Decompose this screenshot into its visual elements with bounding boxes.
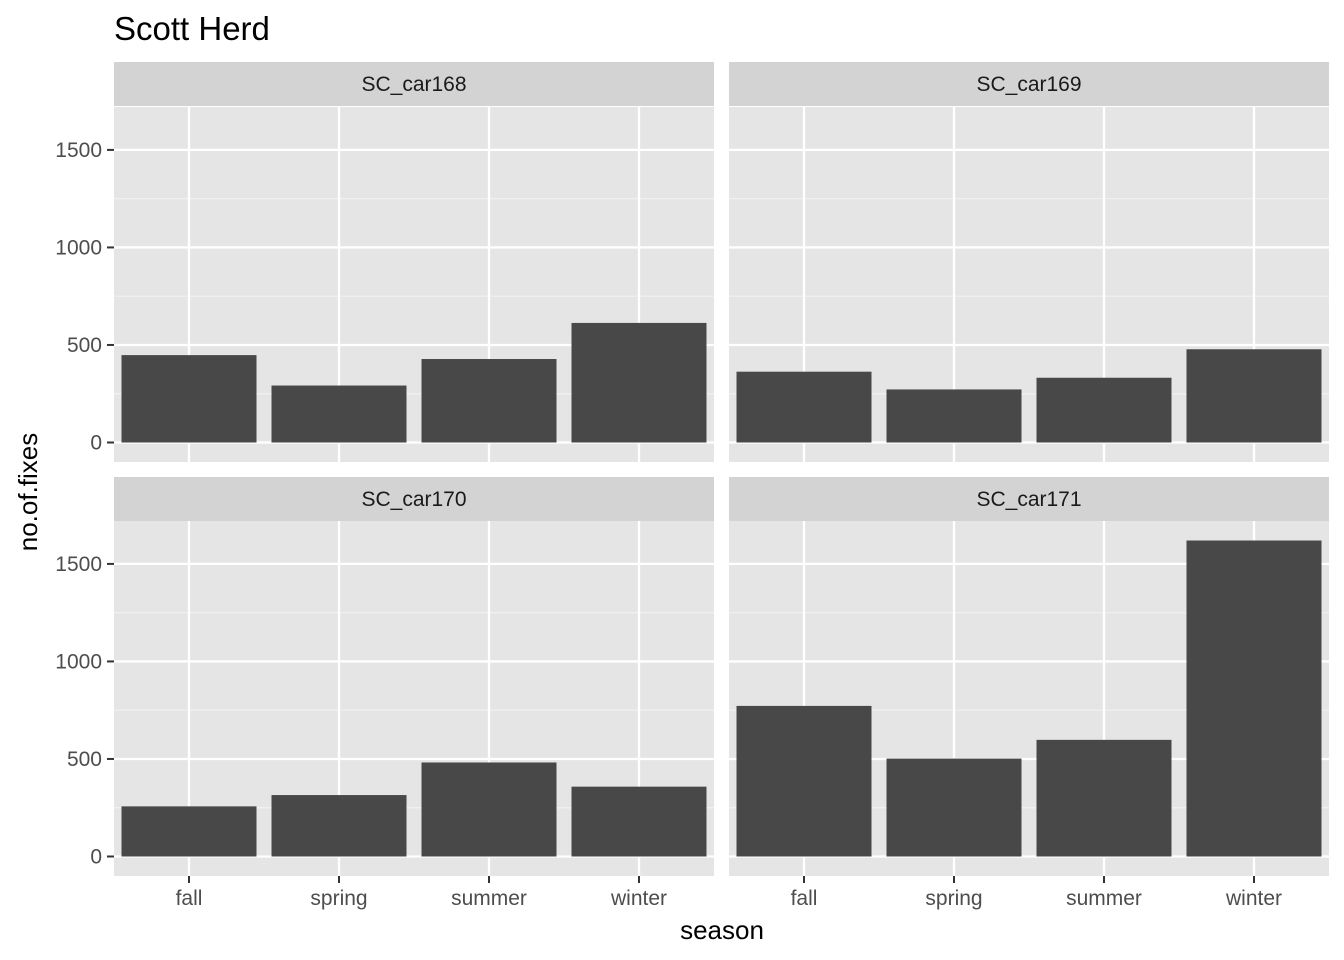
bar-SC_car168-fall xyxy=(121,355,257,443)
y-tick-label: 0 xyxy=(90,431,102,454)
x-tick-label: summer xyxy=(1066,887,1142,910)
strip-bg xyxy=(114,477,714,521)
x-tick-label: winter xyxy=(1225,887,1282,910)
strip-bg xyxy=(729,477,1329,521)
strip-label: SC_car170 xyxy=(361,488,466,511)
panel-SC_car168: SC_car168 xyxy=(114,62,714,462)
chart-title: Scott Herd xyxy=(114,10,270,47)
panel-SC_car169: SC_car169 xyxy=(729,62,1329,462)
panel-SC_car170: SC_car170 xyxy=(114,477,714,876)
x-axis: fall spring summer winter fall spring summer wi… xyxy=(176,876,1282,910)
bar-SC_car169-winter xyxy=(1186,349,1322,443)
bar-SC_car171-spring xyxy=(886,758,1022,857)
bar-SC_car168-spring xyxy=(271,385,407,443)
x-tick-label: summer xyxy=(451,887,527,910)
bar-SC_car170-spring xyxy=(271,795,407,857)
strip-label: SC_car171 xyxy=(976,488,1081,511)
strip-label: SC_car169 xyxy=(976,73,1081,96)
bar-SC_car170-summer xyxy=(421,762,557,857)
bar-SC_car170-winter xyxy=(571,786,707,857)
x-axis-title: season xyxy=(680,915,764,945)
panels-group: SC_car168 SC_car169 SC_car170 SC_car171 xyxy=(114,62,1329,876)
y-axis: 0 500 1000 1500 0 500 1000 1500 xyxy=(55,139,114,868)
bar-SC_car169-summer xyxy=(1036,377,1172,443)
strip-bg xyxy=(729,62,1329,106)
y-tick-label: 500 xyxy=(67,334,102,357)
strip-bg xyxy=(114,62,714,106)
panel-SC_car171: SC_car171 xyxy=(729,477,1329,876)
bar-SC_car169-spring xyxy=(886,389,1022,443)
bar-SC_car171-fall xyxy=(736,705,872,857)
y-axis-title: no.of.fixes xyxy=(13,433,43,552)
y-tick-label: 1500 xyxy=(55,553,102,576)
x-tick-label: winter xyxy=(610,887,667,910)
bar-SC_car168-summer xyxy=(421,359,557,443)
y-tick-label: 500 xyxy=(67,748,102,771)
x-tick-label: spring xyxy=(310,887,367,910)
y-tick-label: 1000 xyxy=(55,650,102,673)
bar-SC_car168-winter xyxy=(571,322,707,443)
x-tick-label: spring xyxy=(925,887,982,910)
strip-label: SC_car168 xyxy=(361,73,466,96)
bar-SC_car171-winter xyxy=(1186,540,1322,857)
x-tick-label: fall xyxy=(791,887,818,910)
bar-SC_car170-fall xyxy=(121,806,257,857)
bar-SC_car169-fall xyxy=(736,371,872,443)
y-tick-label: 0 xyxy=(90,845,102,868)
x-tick-label: fall xyxy=(176,887,203,910)
bar-SC_car171-summer xyxy=(1036,739,1172,857)
y-tick-label: 1500 xyxy=(55,139,102,162)
y-tick-label: 1000 xyxy=(55,236,102,259)
